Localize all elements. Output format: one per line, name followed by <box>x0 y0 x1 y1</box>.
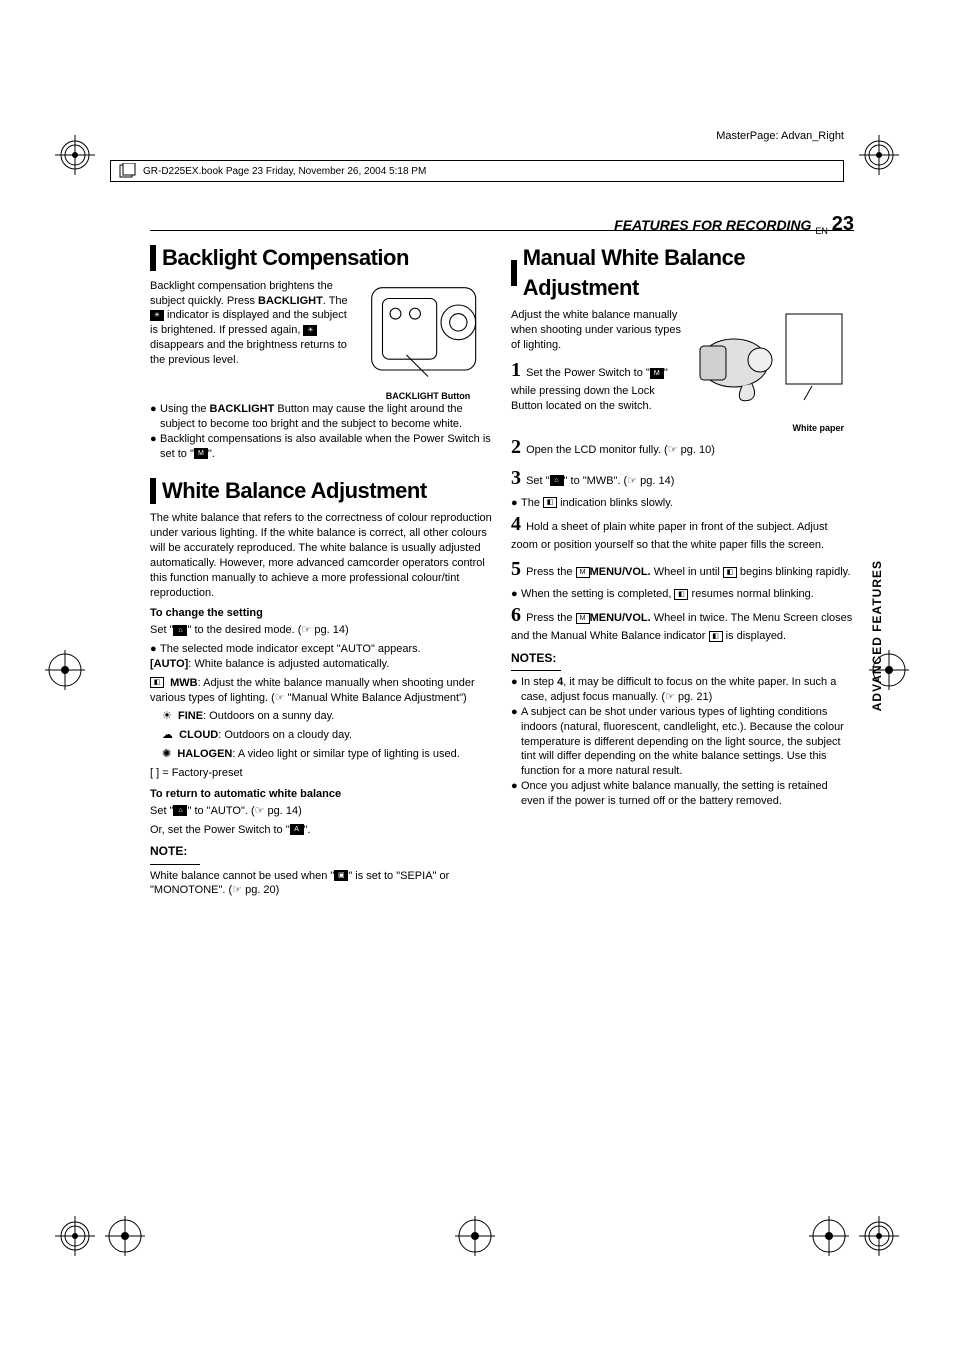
section-manual-wb: Manual White Balance Adjustment <box>511 243 854 302</box>
mwb-icon: ◧ <box>709 631 723 642</box>
mwb-icon: ◧ <box>543 497 557 508</box>
section-title: Manual White Balance Adjustment <box>523 243 854 302</box>
backlight-icon: ☀ <box>303 325 317 336</box>
subhead: To return to automatic white balance <box>150 787 493 802</box>
mode-m-icon: M <box>194 448 208 459</box>
section-title: Backlight Compensation <box>162 243 409 273</box>
right-column: Manual White Balance Adjustment White pa… <box>511 243 854 902</box>
bullet-item: ●Using the BACKLIGHT Button may cause th… <box>150 402 493 432</box>
bullet-item: ●Once you adjust white balance manually,… <box>511 779 854 809</box>
bullet-item: ●The selected mode indicator except "AUT… <box>150 642 493 657</box>
halogen-icon: ✺ <box>162 748 171 760</box>
effect-icon: ▣ <box>334 870 348 881</box>
mwb-icon: ◧ <box>674 589 688 600</box>
camera-icon: ⌂ <box>173 625 187 636</box>
mode-m-icon: M <box>650 368 664 379</box>
backlight-icon: ☀ <box>150 310 164 321</box>
section-backlight: Backlight Compensation <box>150 243 493 273</box>
page-number: 23 <box>832 213 854 235</box>
wb-cloud: ☁ CLOUD: Outdoors on a cloudy day. <box>162 728 493 743</box>
step-4: 4 Hold a sheet of plain white paper in f… <box>511 511 854 553</box>
figure-backlight: BACKLIGHT Button <box>363 279 493 403</box>
section-bar <box>150 245 156 271</box>
wb-note: White balance cannot be used when "▣" is… <box>150 869 493 899</box>
bullet-item: ●Backlight compensations is also availab… <box>150 432 493 462</box>
bullet-item: ●The ◧ indication blinks slowly. <box>511 496 854 511</box>
notes-heading: NOTES: <box>511 650 854 666</box>
mode-a-icon: A <box>290 824 304 835</box>
section-whitebalance: White Balance Adjustment <box>150 476 493 506</box>
step-2: 2 Open the LCD monitor fully. (☞ pg. 10) <box>511 434 854 461</box>
header-features: FEATURES FOR RECORDING <box>614 217 811 233</box>
figure-label: White paper <box>694 422 854 434</box>
wb-auto: [AUTO]: White balance is adjusted automa… <box>150 657 493 672</box>
subhead: To change the setting <box>150 606 493 621</box>
page-header: FEATURES FOR RECORDING EN 23 <box>614 213 854 236</box>
wb-intro: The white balance that refers to the cor… <box>150 511 493 600</box>
wb-mwb: ◧ MWB: Adjust the white balance manually… <box>150 676 493 706</box>
bullet-item: ●A subject can be shot under various typ… <box>511 705 854 779</box>
wb-return1: Set "⌂" to "AUTO". (☞ pg. 14) <box>150 804 493 819</box>
menu-icon: M <box>576 567 590 578</box>
camera-illustration <box>363 279 493 387</box>
note-heading: NOTE: <box>150 843 493 859</box>
menu-icon: M <box>576 613 590 624</box>
step-3: 3 Set "⌂" to "MWB". (☞ pg. 14) <box>511 465 854 492</box>
figure-whitepaper: White paper <box>694 308 854 433</box>
step-5: 5 Press the MMENU/VOL. Wheel in until ◧ … <box>511 556 854 583</box>
wb-preset: [ ] = Factory-preset <box>150 766 493 781</box>
mwb-icon: ◧ <box>723 567 737 578</box>
camcorder-illustration <box>694 308 854 418</box>
rule <box>511 670 561 671</box>
wb-fine: ☀ FINE: Outdoors on a sunny day. <box>162 709 493 724</box>
figure-label: BACKLIGHT Button <box>363 390 493 402</box>
rule <box>150 864 200 865</box>
cloud-icon: ☁ <box>162 729 173 741</box>
section-bar <box>511 260 517 286</box>
camera-icon: ⌂ <box>173 805 187 816</box>
step-6: 6 Press the MMENU/VOL. Wheel in twice. T… <box>511 602 854 644</box>
bullet-item: ●In step 4, it may be difficult to focus… <box>511 675 854 705</box>
bullet-item: ●When the setting is completed, ◧ resume… <box>511 587 854 602</box>
header-rule: FEATURES FOR RECORDING EN 23 <box>150 230 854 231</box>
wb-setline: Set "⌂" to the desired mode. (☞ pg. 14) <box>150 623 493 638</box>
header-en: EN <box>815 226 828 236</box>
section-title: White Balance Adjustment <box>162 476 427 506</box>
wb-return2: Or, set the Power Switch to "A". <box>150 823 493 838</box>
sun-icon: ☀ <box>162 710 172 722</box>
section-bar <box>150 478 156 504</box>
left-column: Backlight Compensation BACKLIGHT Button … <box>150 243 493 902</box>
camera-icon: ⌂ <box>550 475 564 486</box>
mwb-icon: ◧ <box>150 677 164 688</box>
wb-halogen: ✺ HALOGEN: A video light or similar type… <box>150 747 493 762</box>
